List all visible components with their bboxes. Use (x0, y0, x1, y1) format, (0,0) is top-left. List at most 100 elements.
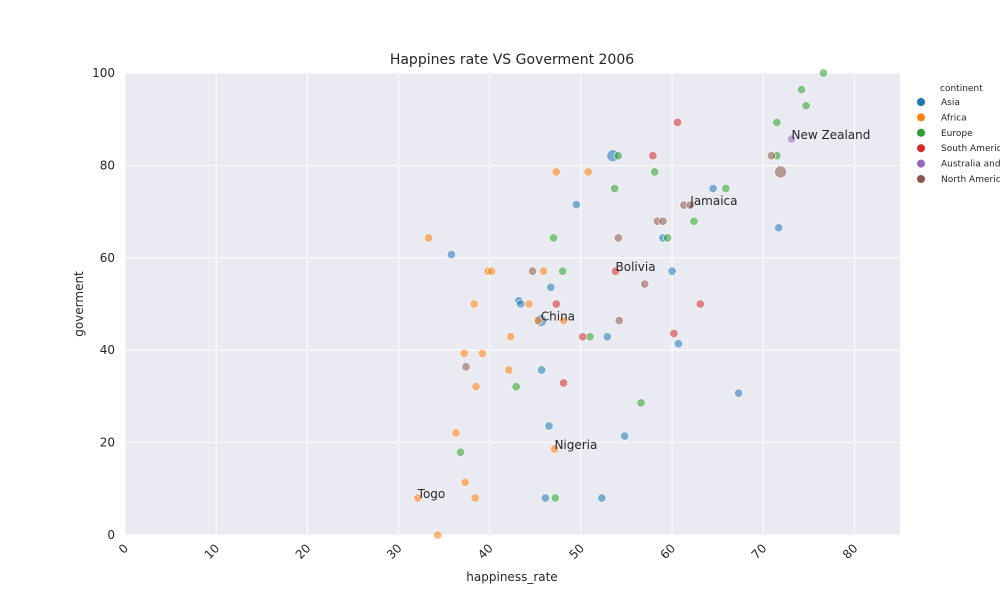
x-tick-label: 50 (566, 541, 587, 562)
x-tick-label: 0 (116, 541, 131, 556)
legend-marker (917, 175, 925, 183)
data-point (614, 316, 624, 326)
data-point (551, 299, 561, 309)
data-point (673, 339, 683, 349)
data-point (524, 299, 534, 309)
data-point (648, 151, 658, 161)
data-point (708, 184, 718, 194)
data-point (620, 431, 630, 441)
data-point (801, 101, 811, 111)
data-point (558, 266, 568, 276)
data-point (689, 216, 699, 226)
data-point (695, 299, 705, 309)
data-point (559, 316, 569, 326)
data-point (662, 233, 672, 243)
data-point (460, 477, 470, 487)
data-point (597, 493, 607, 503)
x-tick-label: 20 (293, 541, 314, 562)
point-annotation: Jamaica (689, 194, 737, 208)
point-annotation: Nigeria (554, 438, 597, 452)
data-point (506, 332, 516, 342)
data-point (516, 299, 526, 309)
data-point (658, 216, 668, 226)
legend-title: continent (940, 84, 983, 94)
data-point (551, 167, 561, 177)
x-tick-label: 80 (840, 541, 861, 562)
data-point (610, 184, 620, 194)
data-point (538, 266, 548, 276)
data-point (550, 493, 560, 503)
data-point (721, 184, 731, 194)
data-point (469, 299, 479, 309)
x-axis-label: happiness_rate (466, 570, 557, 584)
data-point (602, 332, 612, 342)
data-point (477, 348, 487, 358)
data-point (471, 382, 481, 392)
legend-label: Australia and Oceania (941, 160, 1000, 170)
legend-label: South America (941, 144, 1000, 154)
y-tick-label: 20 (100, 436, 115, 450)
legend-label: Asia (941, 98, 960, 108)
y-tick-label: 100 (92, 66, 115, 80)
data-point (413, 493, 423, 503)
data-point (673, 117, 683, 127)
data-point (446, 250, 456, 260)
chart-title: Happines rate VS Goverment 2006 (390, 52, 634, 68)
data-point (470, 493, 480, 503)
data-point (424, 233, 434, 243)
data-point (685, 200, 695, 210)
data-point (636, 398, 646, 408)
data-point (487, 266, 497, 276)
data-point (640, 279, 650, 289)
point-annotation: Togo (417, 487, 446, 501)
data-point (734, 388, 744, 398)
data-point (786, 134, 796, 144)
legend-marker (917, 159, 925, 168)
data-point (571, 200, 581, 210)
x-tick-label: 30 (384, 541, 405, 562)
data-point (583, 167, 593, 177)
y-tick-label: 0 (107, 528, 115, 542)
y-tick-label: 80 (100, 158, 115, 172)
data-point (461, 362, 471, 372)
point-annotation: China (541, 310, 575, 324)
data-point (667, 266, 677, 276)
data-point (511, 382, 521, 392)
data-point (797, 85, 807, 95)
legend-marker (917, 98, 925, 106)
y-tick-label: 60 (100, 251, 115, 265)
data-point (578, 332, 588, 342)
y-axis-label: goverment (72, 271, 86, 337)
data-point (533, 316, 543, 326)
point-annotation: New Zealand (792, 128, 871, 142)
data-point (549, 444, 559, 454)
data-point (611, 266, 621, 276)
legend-marker (917, 113, 925, 122)
data-point (818, 68, 828, 78)
legend-entries: Asia Africa Europe South America Australia a… (917, 98, 1000, 185)
data-point (459, 348, 469, 358)
data-point (774, 165, 787, 179)
x-tick-label: 40 (475, 541, 496, 562)
legend-label: Europe (941, 129, 973, 139)
x-axis-ticks: 0 10 20 30 40 50 60 70 80 (116, 541, 861, 562)
plot-area (125, 73, 900, 535)
data-point (772, 117, 782, 127)
data-point (546, 282, 556, 292)
y-tick-label: 40 (100, 343, 115, 357)
grid (124, 72, 900, 536)
data-point (613, 233, 623, 243)
data-point (540, 493, 550, 503)
data-point (537, 365, 547, 375)
data-point (669, 329, 679, 339)
x-tick-label: 10 (202, 541, 223, 562)
data-point (650, 167, 660, 177)
legend-label: Africa (941, 113, 967, 123)
x-tick-label: 70 (749, 541, 770, 562)
legend-marker (917, 128, 925, 137)
point-annotation: Bolivia (616, 260, 656, 274)
data-point (433, 530, 443, 540)
data-point (451, 428, 461, 438)
data-points (413, 68, 828, 540)
